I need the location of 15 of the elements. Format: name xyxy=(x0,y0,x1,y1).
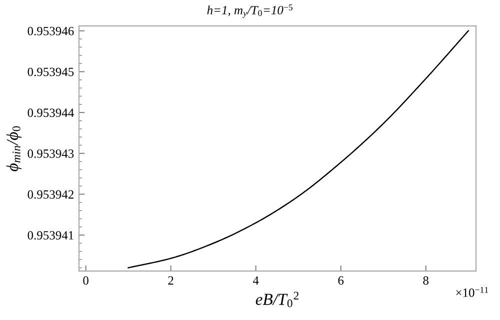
x-tick-label: 4 xyxy=(252,276,259,285)
x-tick-label: 6 xyxy=(338,276,344,285)
y-tick-label: 0.953945 xyxy=(28,68,74,76)
x-tick-label: 2 xyxy=(168,276,174,285)
y-axis-title: ϕ$_{min}$/ϕ$_{0}$ xyxy=(6,126,22,172)
x-tick-label: 0 xyxy=(83,276,88,285)
y-tick-label: 0.953941 xyxy=(28,231,74,240)
y-tick-label: 0.953944 xyxy=(28,108,74,118)
y-tick-label: 0.953943 xyxy=(28,149,74,158)
chart-title: h=1, m$_{y}$/T$_{0}$=10$^{−5}$ xyxy=(207,4,292,18)
y-tick-label: 0.953946 xyxy=(28,26,74,36)
x-tick-label: 8 xyxy=(423,276,428,285)
y-tick-label: 0.953942 xyxy=(28,190,74,199)
x-axis-title: eB/T$_{0}$$^{2}$ xyxy=(256,292,298,308)
text: ×10$^{−11}$ xyxy=(456,286,488,297)
